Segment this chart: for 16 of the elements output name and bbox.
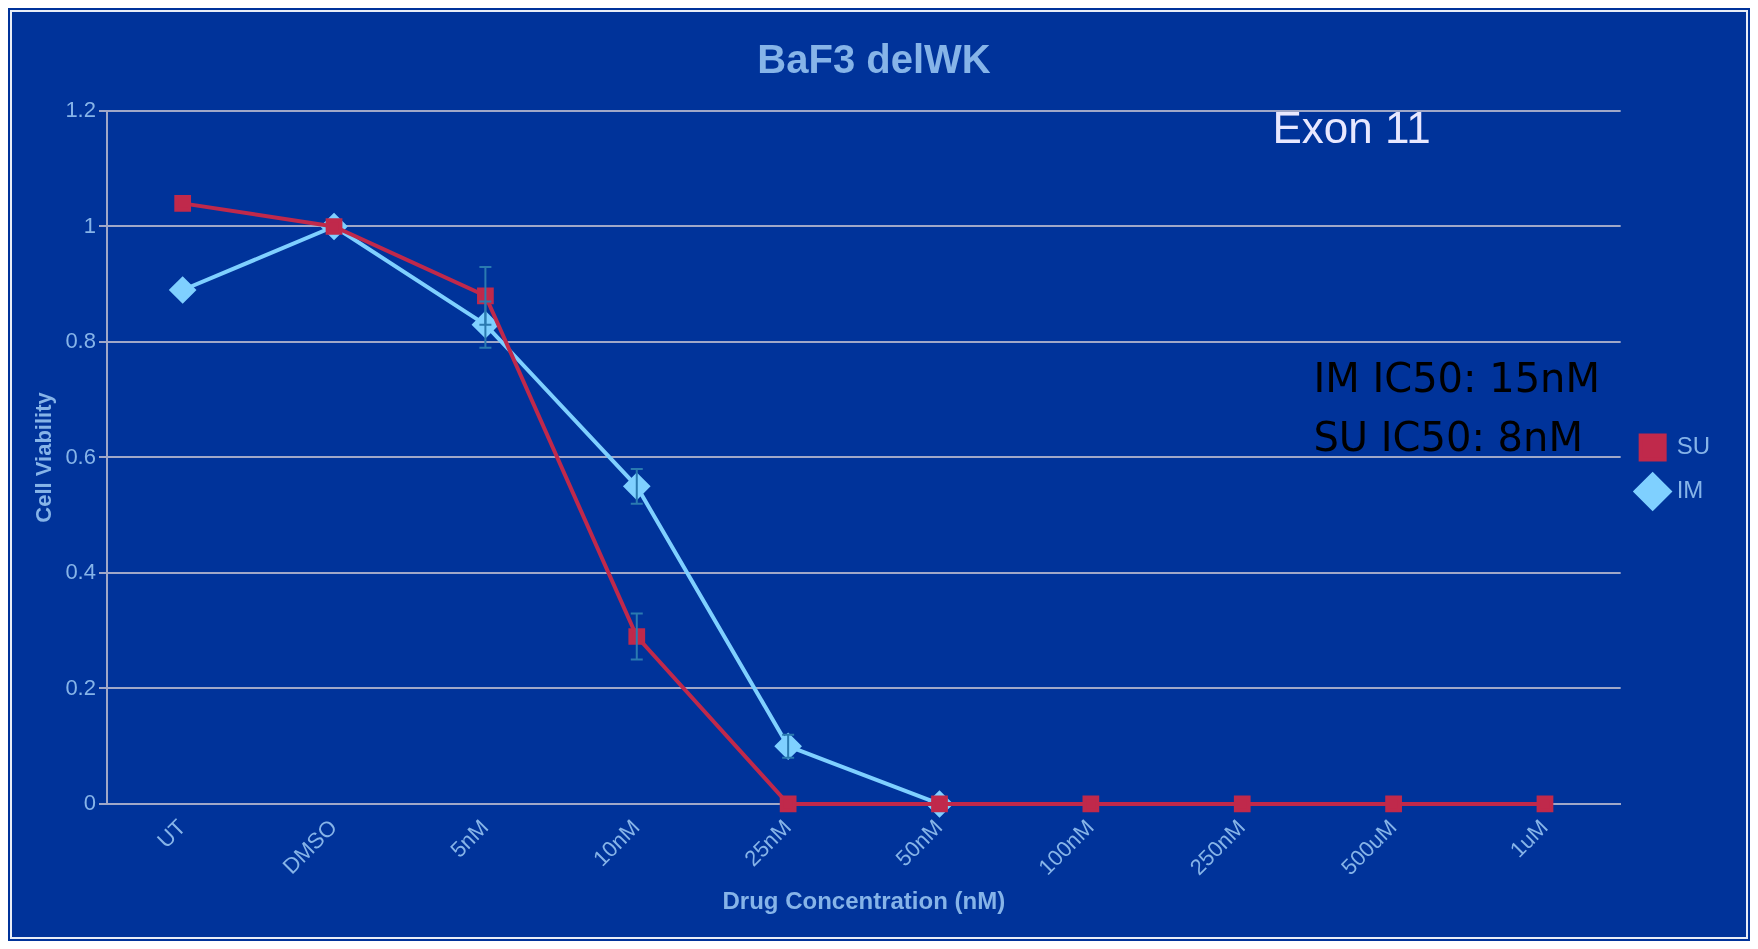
chart-title: BaF3 delWK xyxy=(757,37,991,82)
annotation: IM IC50: 15nM xyxy=(1313,354,1600,401)
annotation: SU IC50: 8nM xyxy=(1313,413,1583,460)
y-tick-label: 0.8 xyxy=(65,328,96,354)
y-tick-label: 0.6 xyxy=(65,443,96,469)
legend-label: IM xyxy=(1676,476,1704,504)
x-tick-label: UT xyxy=(152,814,191,853)
y-tick-label: 0 xyxy=(83,790,96,816)
y-tick-label: 1.2 xyxy=(65,97,96,123)
legend-label: SU xyxy=(1676,432,1710,460)
y-axis-title: Cell Viability xyxy=(31,391,57,523)
y-tick-label: 0.4 xyxy=(65,559,96,585)
x-axis-title: Drug Concentration (nM) xyxy=(722,887,1006,915)
annotation: Exon 11 xyxy=(1272,103,1431,153)
y-tick-label: 1 xyxy=(83,212,96,238)
y-tick-label: 0.2 xyxy=(65,674,96,700)
